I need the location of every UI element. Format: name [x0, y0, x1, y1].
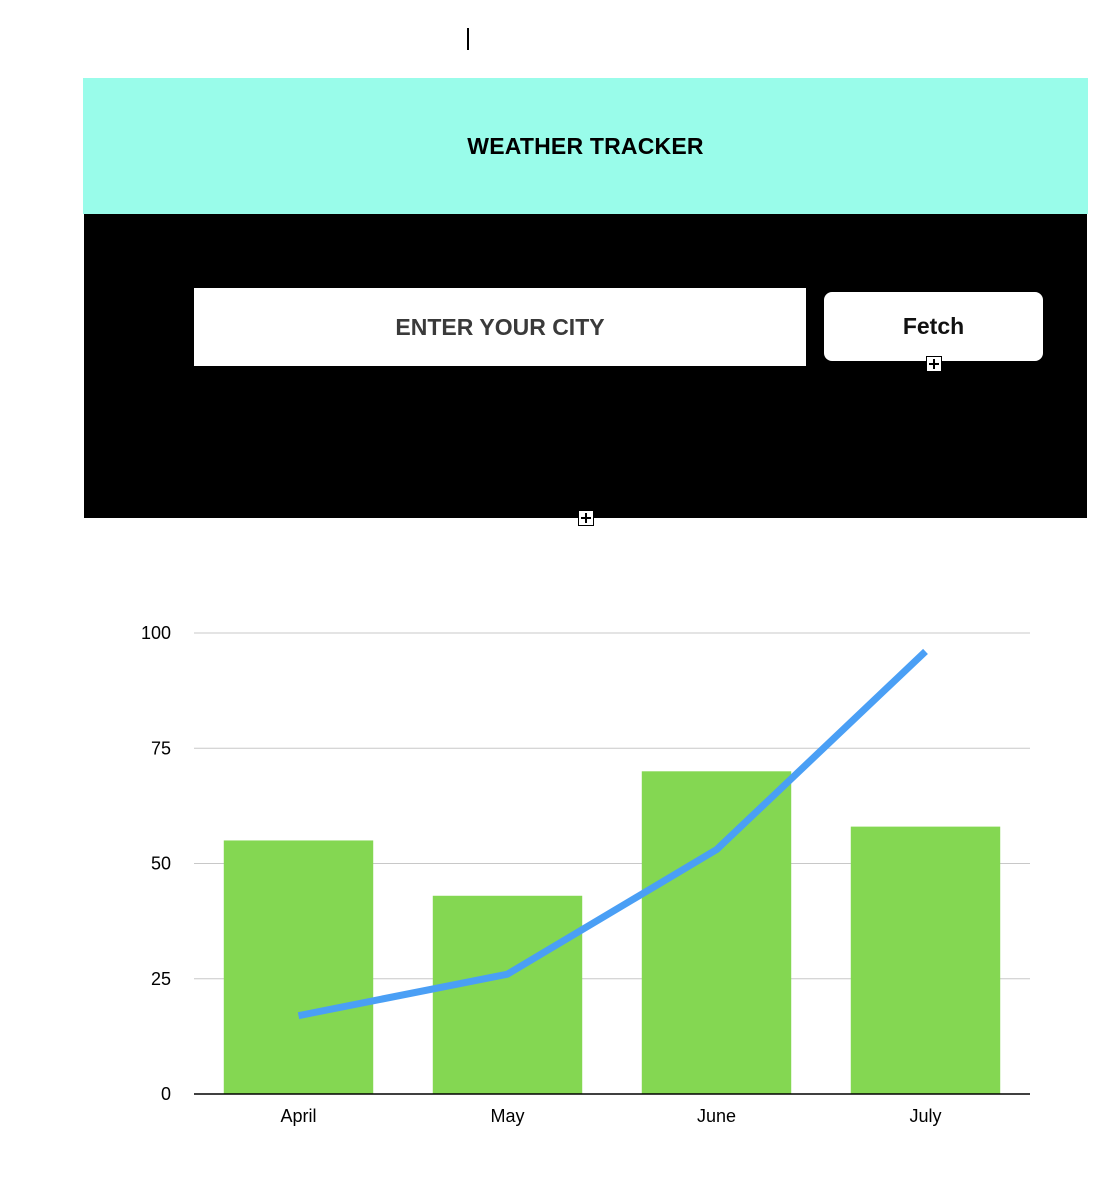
x-tick-label: April [280, 1106, 316, 1126]
bar [641, 771, 792, 1094]
y-tick-label: 50 [151, 854, 171, 874]
line-series [297, 648, 928, 1020]
y-tick-label: 100 [141, 623, 171, 643]
axis-layer: 0 25 50 75 100 April May June July [141, 623, 1030, 1126]
text-cursor [467, 28, 469, 50]
line-layer [297, 648, 928, 1020]
fetch-button[interactable]: Fetch [824, 292, 1043, 361]
x-tick-label: May [490, 1106, 524, 1126]
y-tick-label: 0 [161, 1084, 171, 1104]
resize-handle-icon[interactable] [578, 510, 594, 526]
resize-handle-icon[interactable] [926, 356, 942, 372]
x-tick-label: July [909, 1106, 941, 1126]
app-header: WEATHER TRACKER [83, 78, 1088, 214]
app-title: WEATHER TRACKER [467, 132, 704, 159]
y-tick-label: 75 [151, 738, 171, 758]
x-tick-label: June [697, 1106, 736, 1126]
weather-chart: 0 25 50 75 100 April May June July [141, 623, 1030, 1126]
bar [432, 895, 583, 1094]
bar-layer [223, 771, 1001, 1094]
bar [223, 840, 374, 1094]
search-panel: Fetch [84, 214, 1087, 518]
y-tick-label: 25 [151, 969, 171, 989]
bar [850, 826, 1001, 1094]
city-input[interactable] [194, 288, 806, 366]
